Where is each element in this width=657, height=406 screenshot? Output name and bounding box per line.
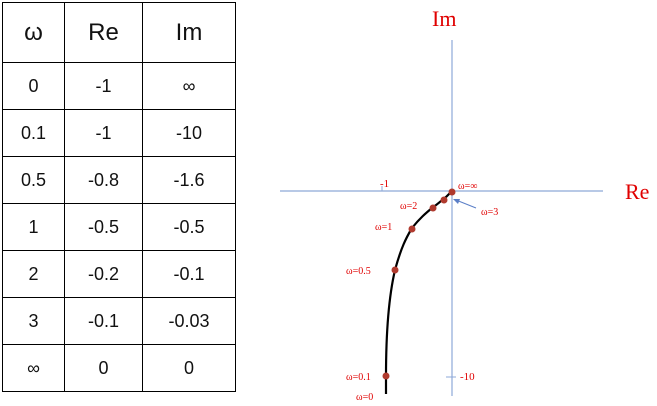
cell-re: -1 xyxy=(64,62,143,110)
omega-3-pointer-line xyxy=(455,199,477,209)
cell-im: -1.6 xyxy=(142,156,236,204)
cell-omega: 0 xyxy=(2,62,65,110)
cell-re: 0 xyxy=(64,344,143,392)
table-row: 0.1 -1 -10 xyxy=(2,109,236,157)
frequency-response-table: ω Re Im 0 -1 ∞ 0.1 -1 -10 0.5 -0.8 -1.6 xyxy=(2,2,236,392)
cell-im: -0.5 xyxy=(142,203,236,251)
cell-re: -0.1 xyxy=(64,297,143,345)
cell-im: 0 xyxy=(142,344,236,392)
header-omega: ω xyxy=(2,2,65,63)
label-omega-1: ω=1 xyxy=(375,222,392,233)
cell-re: -1 xyxy=(64,109,143,157)
table-row: 3 -0.1 -0.03 xyxy=(2,297,236,345)
point-omega-1 xyxy=(408,225,416,233)
cell-im: -10 xyxy=(142,109,236,157)
cell-omega: 0.5 xyxy=(2,156,65,204)
cell-im: ∞ xyxy=(142,62,236,110)
im-axis-label: Im xyxy=(432,6,456,31)
label-omega-3: ω=3 xyxy=(481,207,498,218)
cell-im: -0.1 xyxy=(142,250,236,298)
header-re: Re xyxy=(64,2,143,63)
table-row: 0.5 -0.8 -1.6 xyxy=(2,156,236,204)
label-omega-0-5: ω=0.5 xyxy=(346,266,371,277)
point-omega-2 xyxy=(429,204,437,212)
cell-omega: 3 xyxy=(2,297,65,345)
omega-3-pointer-arrowhead xyxy=(453,199,460,204)
cell-omega: 2 xyxy=(2,250,65,298)
table-row: ∞ 0 0 xyxy=(2,344,236,392)
table-row: 0 -1 ∞ xyxy=(2,62,236,110)
cell-re: -0.2 xyxy=(64,250,143,298)
re-tick-label: -1 xyxy=(380,178,389,190)
nyquist-curve xyxy=(384,190,453,394)
frequency-table-container: ω Re Im 0 -1 ∞ 0.1 -1 -10 0.5 -0.8 -1.6 xyxy=(2,2,236,392)
point-omega-0-5 xyxy=(391,266,399,274)
re-axis-label: Re xyxy=(625,179,649,204)
cell-omega: ∞ xyxy=(2,344,65,392)
label-omega-0-1: ω=0.1 xyxy=(346,372,371,383)
im-tick-label: -10 xyxy=(460,371,475,383)
label-omega-inf: ω=∞ xyxy=(458,181,477,192)
table-row: 2 -0.2 -0.1 xyxy=(2,250,236,298)
table-header-row: ω Re Im xyxy=(2,2,236,63)
point-omega-3 xyxy=(440,196,448,204)
label-omega-2: ω=2 xyxy=(400,201,417,212)
point-omega-0-1 xyxy=(382,372,390,380)
point-omega-inf xyxy=(448,188,456,196)
cell-omega: 1 xyxy=(2,203,65,251)
header-im: Im xyxy=(142,2,236,63)
table-row: 1 -0.5 -0.5 xyxy=(2,203,236,251)
cell-omega: 0.1 xyxy=(2,109,65,157)
label-omega-0: ω=0 xyxy=(356,392,373,403)
cell-re: -0.5 xyxy=(64,203,143,251)
cell-re: -0.8 xyxy=(64,156,143,204)
cell-im: -0.03 xyxy=(142,297,236,345)
nyquist-plot: Im Re -1 -10 ω=∞ ω=3 ω=2 ω=1 ω=0.5 ω=0.1… xyxy=(280,6,649,403)
